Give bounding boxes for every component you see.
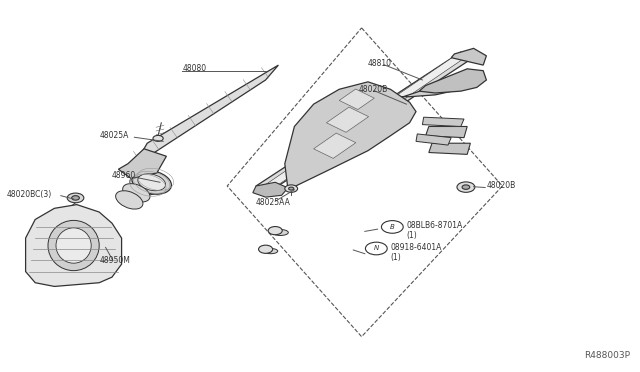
Text: 48960: 48960 bbox=[112, 171, 136, 180]
Polygon shape bbox=[419, 69, 486, 93]
Polygon shape bbox=[253, 182, 288, 197]
Ellipse shape bbox=[123, 184, 150, 202]
Ellipse shape bbox=[130, 176, 157, 195]
Text: 48020BC(3): 48020BC(3) bbox=[6, 190, 52, 199]
Circle shape bbox=[457, 182, 475, 192]
Circle shape bbox=[381, 221, 403, 233]
Circle shape bbox=[259, 245, 273, 253]
Polygon shape bbox=[118, 149, 166, 179]
Circle shape bbox=[365, 242, 387, 255]
Text: 48025AA: 48025AA bbox=[256, 198, 291, 207]
Circle shape bbox=[285, 185, 298, 192]
Ellipse shape bbox=[56, 228, 92, 263]
Text: 48810: 48810 bbox=[368, 59, 392, 68]
Circle shape bbox=[72, 196, 79, 200]
Polygon shape bbox=[285, 82, 416, 190]
Text: 48020B: 48020B bbox=[486, 182, 516, 190]
Circle shape bbox=[153, 135, 163, 141]
Text: 48025A: 48025A bbox=[99, 131, 129, 140]
Polygon shape bbox=[397, 82, 467, 97]
Ellipse shape bbox=[264, 248, 278, 254]
Polygon shape bbox=[134, 65, 278, 166]
Text: 48950M: 48950M bbox=[99, 256, 130, 265]
Polygon shape bbox=[426, 126, 467, 138]
Text: 08BLB6-8701A
(1): 08BLB6-8701A (1) bbox=[406, 221, 463, 240]
Text: 48020B: 48020B bbox=[358, 85, 388, 94]
Bar bbox=[314, 133, 356, 158]
Circle shape bbox=[268, 227, 282, 235]
Polygon shape bbox=[26, 205, 122, 286]
Ellipse shape bbox=[273, 230, 288, 235]
Circle shape bbox=[462, 185, 470, 189]
Bar bbox=[326, 107, 369, 132]
Text: 48080: 48080 bbox=[182, 64, 207, 73]
Bar bbox=[339, 89, 374, 109]
Polygon shape bbox=[422, 117, 464, 126]
Ellipse shape bbox=[48, 220, 99, 271]
Circle shape bbox=[67, 193, 84, 203]
Text: 08918-6401A
(1): 08918-6401A (1) bbox=[390, 243, 442, 262]
Ellipse shape bbox=[116, 191, 143, 209]
Text: N: N bbox=[374, 246, 379, 251]
Text: R488003P: R488003P bbox=[584, 351, 630, 360]
Polygon shape bbox=[256, 52, 470, 194]
Ellipse shape bbox=[137, 169, 164, 188]
Polygon shape bbox=[262, 54, 464, 191]
Ellipse shape bbox=[132, 170, 172, 194]
Circle shape bbox=[289, 187, 294, 190]
Polygon shape bbox=[451, 48, 486, 65]
Polygon shape bbox=[429, 143, 470, 154]
Polygon shape bbox=[416, 134, 451, 145]
Ellipse shape bbox=[138, 174, 166, 191]
Text: B: B bbox=[390, 224, 395, 230]
